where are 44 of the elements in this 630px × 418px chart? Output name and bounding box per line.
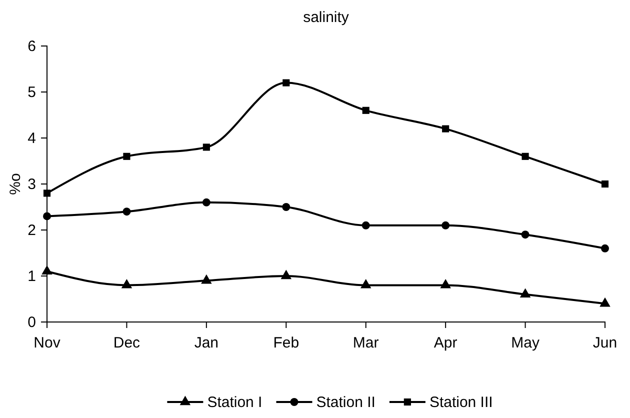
point xyxy=(442,125,450,132)
point xyxy=(282,79,290,86)
point xyxy=(362,221,370,230)
point xyxy=(42,265,52,274)
point xyxy=(202,144,210,151)
x-tick-label: Nov xyxy=(34,334,61,352)
y-tick-label: 4 xyxy=(28,130,36,147)
point xyxy=(202,198,210,206)
y-tick-label: 3 xyxy=(28,176,36,193)
point xyxy=(522,152,529,160)
point xyxy=(201,274,212,284)
y-tick-label: 6 xyxy=(28,38,36,55)
point xyxy=(601,244,609,252)
point xyxy=(601,180,609,188)
x-tick-label: Apr xyxy=(434,334,458,352)
point xyxy=(360,278,372,288)
point xyxy=(43,190,51,197)
legend-label: Station I xyxy=(207,394,262,411)
point xyxy=(520,288,531,298)
y-tick-label: 0 xyxy=(28,314,36,331)
point xyxy=(521,230,530,239)
point xyxy=(280,270,292,280)
point xyxy=(43,212,51,220)
y-tick-label: 5 xyxy=(28,84,36,101)
point xyxy=(282,203,290,211)
x-tick-label: May xyxy=(511,334,540,352)
x-tick-label: Mar xyxy=(352,334,379,352)
chart-title: salinity xyxy=(303,9,350,26)
point xyxy=(600,297,610,307)
x-tick-label: Jun xyxy=(592,334,618,352)
point xyxy=(362,106,370,114)
x-tick-label: Feb xyxy=(273,334,300,352)
y-tick-label: 1 xyxy=(28,268,36,285)
point xyxy=(442,221,450,230)
point xyxy=(123,152,130,160)
x-tick-label: Dec xyxy=(113,334,141,352)
x-tick-label: Jan xyxy=(194,334,219,352)
point xyxy=(122,208,131,216)
legend-label: Station II xyxy=(316,394,376,411)
y-tick-label: 2 xyxy=(28,222,36,239)
point xyxy=(121,278,132,288)
point xyxy=(440,278,451,288)
y-axis-title: %o xyxy=(7,173,24,195)
legend-label: Station III xyxy=(429,394,493,411)
